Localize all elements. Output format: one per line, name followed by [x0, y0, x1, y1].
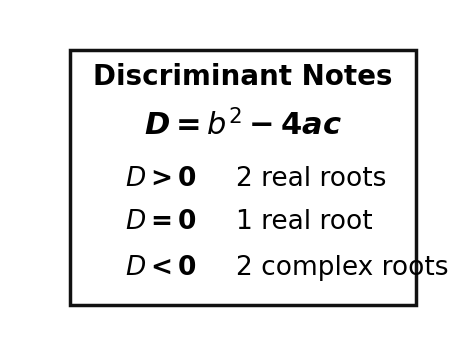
- Text: 2 real roots: 2 real roots: [236, 165, 386, 191]
- Text: Discriminant Notes: Discriminant Notes: [93, 63, 392, 90]
- Text: 2 complex roots: 2 complex roots: [236, 255, 448, 281]
- Text: $\mathbf{\mathit{D} < 0}$: $\mathbf{\mathit{D} < 0}$: [125, 255, 197, 281]
- Text: $\mathbf{\mathit{D} > 0}$: $\mathbf{\mathit{D} > 0}$: [125, 165, 197, 191]
- Text: $\boldsymbol{D = b^2 - 4ac}$: $\boldsymbol{D = b^2 - 4ac}$: [144, 109, 342, 141]
- Text: 1 real root: 1 real root: [236, 209, 372, 235]
- Text: $\mathbf{\mathit{D} = 0}$: $\mathbf{\mathit{D} = 0}$: [125, 209, 197, 235]
- FancyBboxPatch shape: [70, 50, 416, 305]
